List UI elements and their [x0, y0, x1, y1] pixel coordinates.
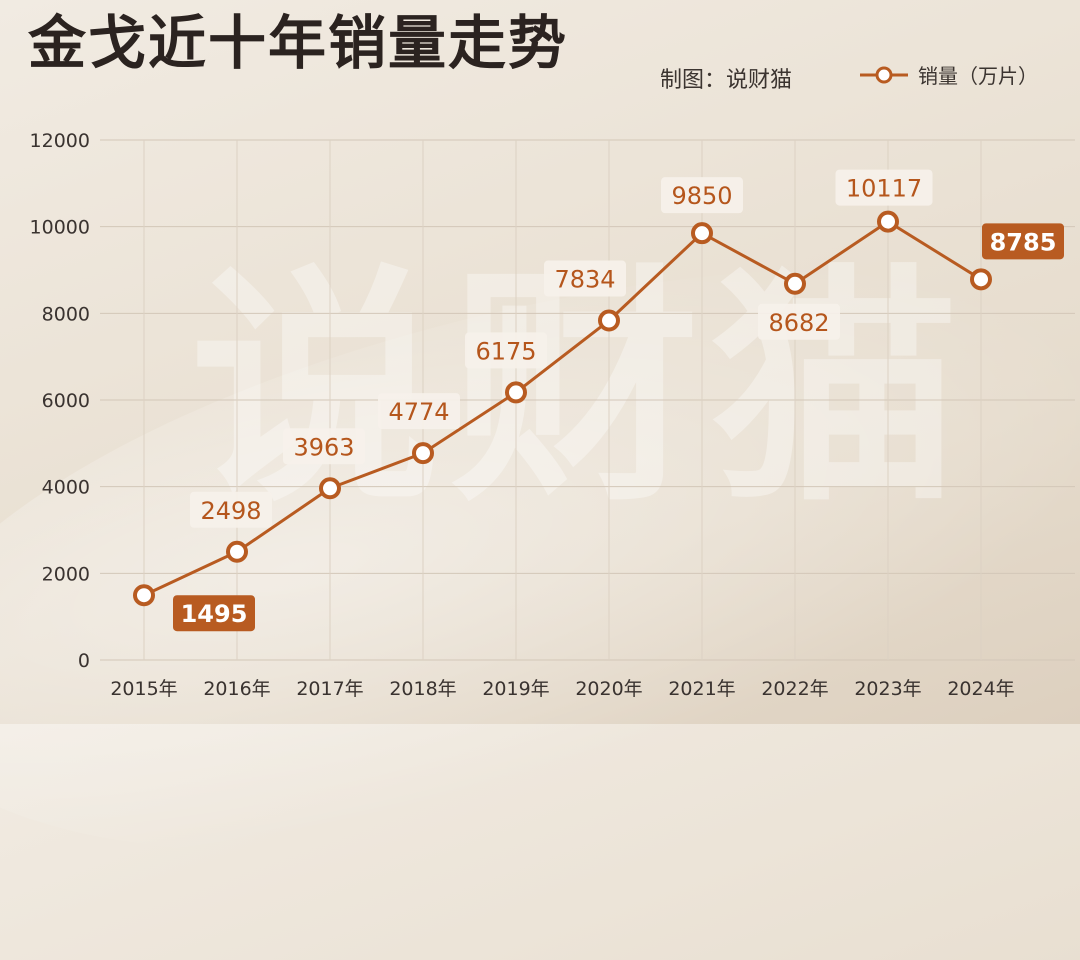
- y-tick-label: 8000: [42, 303, 90, 325]
- data-point: [877, 210, 899, 233]
- legend-line-marker-icon: [860, 66, 908, 83]
- data-point: [784, 272, 806, 295]
- legend: 销量（万片）: [858, 60, 1038, 89]
- x-axis: 2015年 2016年 2017年 2018年 2019年 2020年 2021年 2022年…: [110, 678, 1014, 700]
- y-tick-label: 4000: [42, 477, 90, 499]
- chart-credit: 制图：说财猫: [660, 68, 793, 93]
- x-tick-label: 2021年: [668, 678, 735, 700]
- x-tick-label: 2023年: [854, 678, 921, 700]
- data-label-box: [982, 223, 1064, 260]
- data-label-box: [465, 332, 547, 369]
- data-point: [226, 540, 248, 563]
- chart-grid: [100, 139, 1075, 661]
- data-label: 7834: [554, 266, 615, 294]
- series-line: [143, 220, 982, 597]
- x-tick-label: 2020年: [575, 678, 642, 700]
- x-tick-label: 2017年: [296, 678, 363, 700]
- legend-label: 销量（万片）: [918, 64, 1038, 88]
- data-label-box: [173, 595, 255, 632]
- y-tick-label: 0: [78, 650, 90, 672]
- data-label-box: [758, 303, 840, 340]
- chart-title: 金戈近十年销量走势: [28, 9, 569, 77]
- data-point: [319, 477, 341, 500]
- y-tick-label: 2000: [42, 563, 90, 585]
- data-label-box: [283, 428, 365, 465]
- data-label: 8785: [990, 228, 1057, 256]
- data-label-box: [544, 260, 626, 297]
- data-label: 9850: [671, 182, 732, 210]
- data-point: [598, 309, 620, 332]
- data-point: [505, 381, 527, 404]
- y-tick-label: 10000: [30, 217, 90, 239]
- series-sales: [133, 210, 992, 607]
- data-label-box: [190, 491, 272, 528]
- data-label: 6175: [475, 337, 536, 365]
- data-label-box: [378, 393, 460, 430]
- data-label: 2498: [200, 497, 261, 525]
- data-point: [691, 222, 713, 245]
- x-tick-label: 2015年: [110, 678, 177, 700]
- data-point: [412, 442, 434, 465]
- x-tick-label: 2024年: [947, 678, 1014, 700]
- data-label: 3963: [293, 433, 354, 461]
- data-label: 8682: [768, 309, 829, 337]
- x-tick-label: 2022年: [761, 678, 828, 700]
- y-tick-label: 12000: [30, 130, 90, 152]
- data-label: 10117: [846, 175, 922, 203]
- data-label-box: [835, 169, 933, 206]
- x-tick-label: 2016年: [203, 678, 270, 700]
- data-point: [133, 584, 155, 607]
- x-tick-label: 2018年: [389, 678, 456, 700]
- y-tick-label: 6000: [42, 390, 90, 412]
- y-axis: 0 2000 4000 6000 8000 10000 12000: [30, 130, 90, 672]
- data-label: 4774: [388, 398, 449, 426]
- data-label-box: [661, 177, 743, 214]
- data-labels: 1495 2498 3963 4774 6175 7834 9850 8682 10117 878…: [173, 169, 1064, 632]
- data-label: 1495: [181, 600, 248, 628]
- x-tick-label: 2019年: [482, 678, 549, 700]
- data-point: [970, 268, 992, 291]
